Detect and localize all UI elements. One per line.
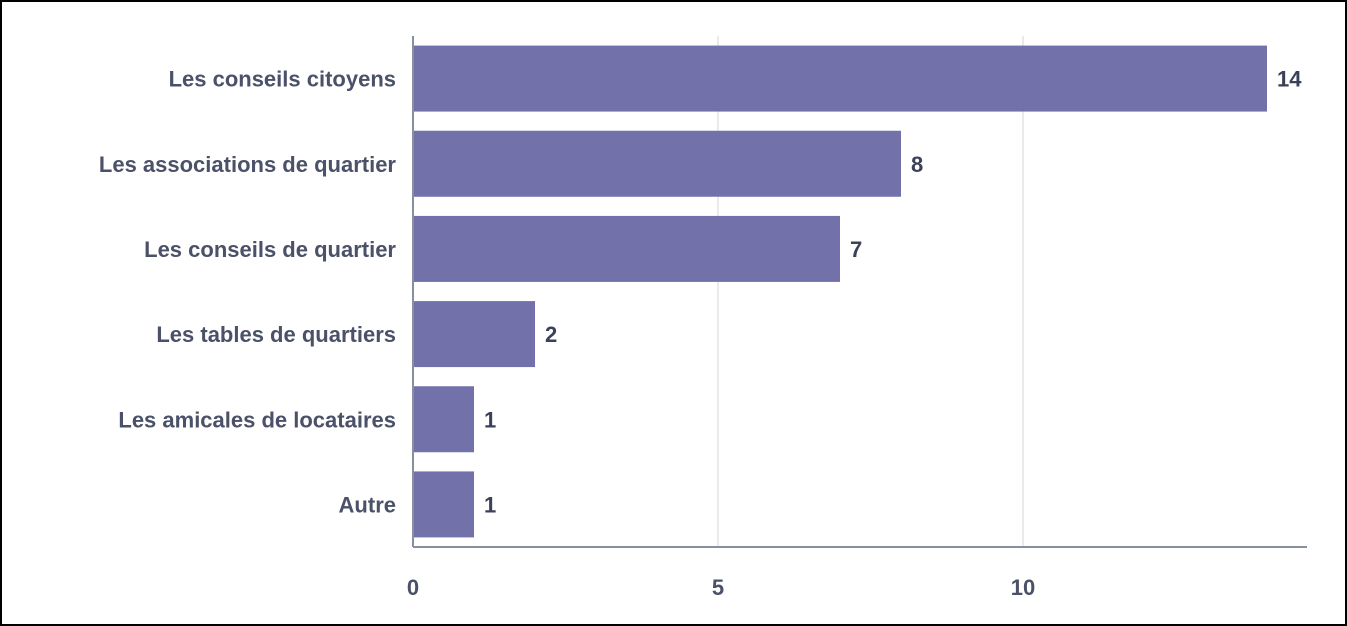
value-label: 2 bbox=[545, 322, 557, 347]
category-label: Les associations de quartier bbox=[99, 152, 397, 177]
bars bbox=[413, 45, 1267, 538]
value-label: 7 bbox=[850, 237, 862, 262]
category-label: Les conseils de quartier bbox=[144, 237, 396, 262]
category-label: Autre bbox=[339, 492, 396, 517]
x-tick-label: 10 bbox=[1011, 575, 1035, 600]
value-label: 14 bbox=[1277, 67, 1302, 92]
labels: 0 5 10 Les conseils citoyens 14 Les associati… bbox=[99, 67, 1302, 600]
bar bbox=[413, 130, 901, 197]
bar bbox=[413, 301, 535, 368]
axes bbox=[412, 36, 1307, 548]
x-tick-label: 0 bbox=[407, 575, 419, 600]
bar bbox=[413, 386, 474, 453]
x-tick-label: 5 bbox=[712, 575, 724, 600]
value-label: 1 bbox=[484, 492, 496, 517]
category-label: Les amicales de locataires bbox=[118, 407, 396, 432]
gridlines bbox=[717, 36, 1024, 547]
category-label: Les tables de quartiers bbox=[156, 322, 396, 347]
value-label: 8 bbox=[911, 152, 923, 177]
category-label: Les conseils citoyens bbox=[169, 67, 396, 92]
value-label: 1 bbox=[484, 407, 496, 432]
bar bbox=[413, 215, 840, 282]
bar bbox=[413, 471, 474, 538]
bar bbox=[413, 45, 1267, 112]
